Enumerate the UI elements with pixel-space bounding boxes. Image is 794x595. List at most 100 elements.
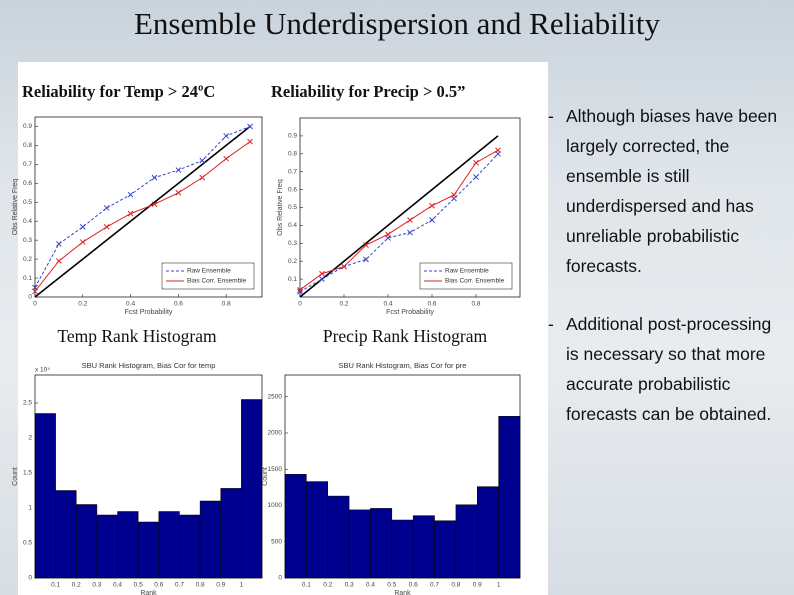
marker: [429, 202, 435, 209]
y-tick-label: 0.9: [288, 133, 297, 140]
x-tick-label: 0.4: [113, 582, 122, 589]
series-line: [34, 141, 251, 292]
y-axis-label: Count: [262, 467, 269, 486]
bar: [284, 474, 307, 579]
x-tick-label: 0.4: [383, 301, 392, 308]
marker: [199, 157, 206, 164]
y-tick-label: 1.5: [23, 470, 32, 477]
marker: [199, 174, 206, 181]
y-tick-label: 0.9: [23, 123, 32, 130]
x-axis-label: Fcst Probability: [125, 309, 173, 316]
bar: [348, 509, 371, 579]
marker: [297, 288, 303, 295]
series-line: [299, 149, 499, 291]
marker: [79, 224, 86, 230]
y-tick-label: 2500: [268, 393, 283, 400]
marker: [103, 205, 110, 211]
legend-label: Bias Corr. Ensemble: [445, 278, 505, 285]
x-tick-label: 0.5: [134, 582, 143, 589]
chart-subtitle: SBU Rank Histogram, Bias Cor for temp: [82, 361, 216, 370]
y-tick-label: 0.7: [23, 161, 32, 168]
marker: [56, 258, 62, 264]
x-tick-label: 0: [298, 301, 302, 308]
marker: [103, 224, 110, 230]
bar: [158, 511, 180, 579]
x-tick-label: 0.2: [323, 582, 332, 589]
y-tick-label: 2.5: [23, 400, 32, 407]
bar: [220, 488, 242, 579]
x-tick-label: 0.3: [345, 582, 354, 589]
marker: [363, 242, 369, 248]
marker: [495, 147, 501, 154]
y-axis-label: Obs Relative Freq: [12, 179, 19, 236]
bar: [179, 514, 201, 579]
y-tick-label: 2: [28, 435, 32, 442]
x-tick-label: 0.8: [471, 301, 480, 308]
bullet: - Additional post-processing is necessary…: [548, 309, 788, 429]
y-tick-label: 0.2: [23, 256, 32, 263]
y-axis-label: Count: [12, 467, 19, 486]
marker: [32, 288, 38, 295]
y-tick-label: 0.8: [288, 151, 297, 158]
y-tick-label: 1000: [268, 502, 283, 509]
y-tick-label: 0.7: [288, 168, 297, 175]
x-tick-label: 0.8: [196, 582, 205, 589]
marker: [56, 241, 62, 247]
y-tick-label: 0.5: [288, 204, 297, 211]
y-tick-label: 0.4: [23, 218, 32, 225]
x-tick-label: 0.3: [92, 582, 101, 589]
y-axis-label: Obs Relative Freq: [277, 179, 284, 236]
y-tick-label: 0: [278, 575, 282, 582]
marker: [319, 270, 325, 277]
marker: [429, 217, 435, 223]
marker: [175, 167, 182, 173]
x-tick-label: 0.1: [51, 582, 60, 589]
bar: [477, 486, 499, 579]
y-tick-label: 0.4: [288, 222, 297, 229]
marker: [223, 155, 230, 162]
marker: [175, 189, 182, 196]
bar: [117, 511, 139, 579]
bar: [96, 514, 118, 579]
chart-subtitle: SBU Rank Histogram, Bias Cor for pre: [339, 361, 467, 370]
legend-label: Bias Corr. Ensemble: [187, 278, 247, 285]
x-tick-label: 0.2: [339, 301, 348, 308]
x-tick-label: 1: [240, 582, 244, 589]
marker: [127, 191, 134, 198]
y-tick-label: 500: [271, 538, 282, 545]
y-tick-label: 0.5: [23, 540, 32, 547]
marker: [297, 286, 303, 293]
marker: [223, 133, 230, 139]
y-tick-label: 0.2: [288, 258, 297, 265]
marker: [247, 138, 253, 145]
marker: [151, 201, 158, 208]
y-tick-label: 0.6: [23, 180, 32, 187]
marker: [79, 239, 86, 245]
y-multiplier: x 10⁴: [35, 367, 50, 374]
x-tick-label: 0.4: [126, 301, 135, 308]
marker: [341, 263, 347, 270]
y-tick-label: 0.1: [288, 276, 297, 283]
x-tick-label: 0.6: [174, 301, 183, 308]
x-tick-label: 0.7: [175, 582, 184, 589]
y-tick-label: 2000: [268, 430, 283, 437]
legend-box: [161, 262, 255, 290]
x-tick-label: 0.6: [409, 582, 418, 589]
y-tick-label: 0.6: [288, 186, 297, 193]
x-tick-label: 0.7: [430, 582, 439, 589]
series-line: [34, 125, 251, 298]
bar: [306, 481, 328, 579]
x-tick-label: 0.5: [387, 582, 396, 589]
series-line: [34, 126, 251, 288]
marker: [363, 256, 369, 263]
y-tick-label: 0.5: [23, 199, 32, 206]
bar: [455, 504, 478, 579]
y-tick-label: 1: [28, 505, 32, 512]
marker: [407, 229, 413, 236]
x-axis-label: Rank: [394, 590, 411, 595]
marker: [407, 217, 413, 223]
bullet-text: Although biases have been largely correc…: [566, 106, 778, 276]
x-tick-label: 0.2: [78, 301, 87, 308]
